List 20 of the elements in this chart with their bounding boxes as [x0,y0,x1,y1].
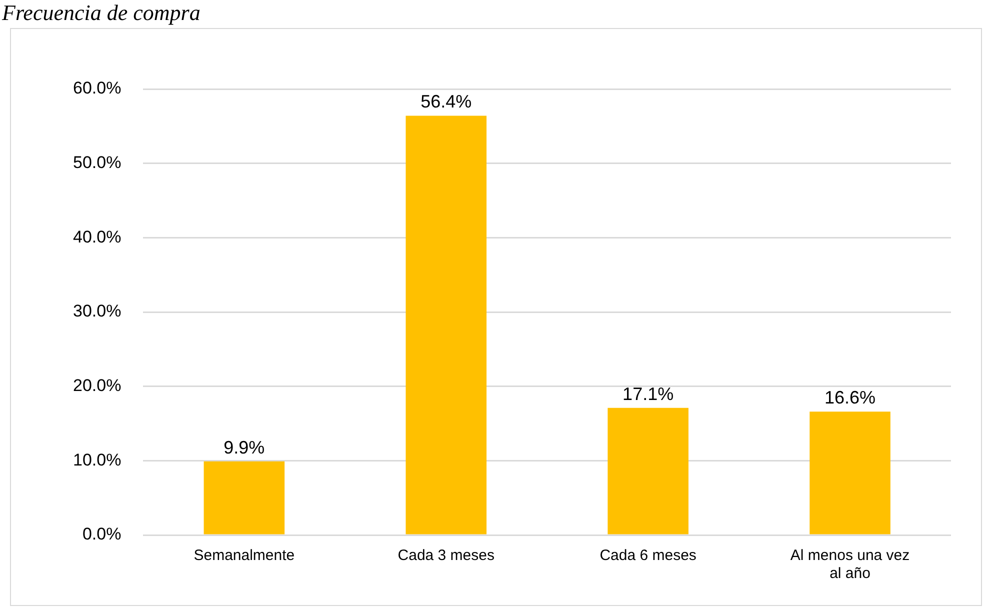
data-label: 56.4% [420,92,472,112]
y-tick-label: 60.0% [73,78,122,98]
y-tick-label: 50.0% [73,153,122,172]
bar [406,116,487,534]
y-tick-label: 0.0% [82,524,122,544]
x-tick-label: Cada 6 meses [600,547,696,564]
y-tick-label: 30.0% [73,302,122,321]
y-tick-label: 10.0% [73,450,122,470]
bar [608,408,688,534]
bar [204,461,285,534]
chart-title: Frecuencia de compra [2,0,200,26]
y-tick-label: 40.0% [73,227,122,246]
y-tick-label: 20.0% [73,376,122,396]
data-label: 16.6% [824,388,876,408]
x-tick-label: Al menos una vez al año [790,547,910,582]
x-tick-label: Semanalmente [194,547,295,564]
data-label: 9.9% [224,437,265,458]
bar [810,412,890,534]
data-label: 17.1% [622,384,674,404]
x-tick-label: Cada 3 meses [398,547,494,564]
